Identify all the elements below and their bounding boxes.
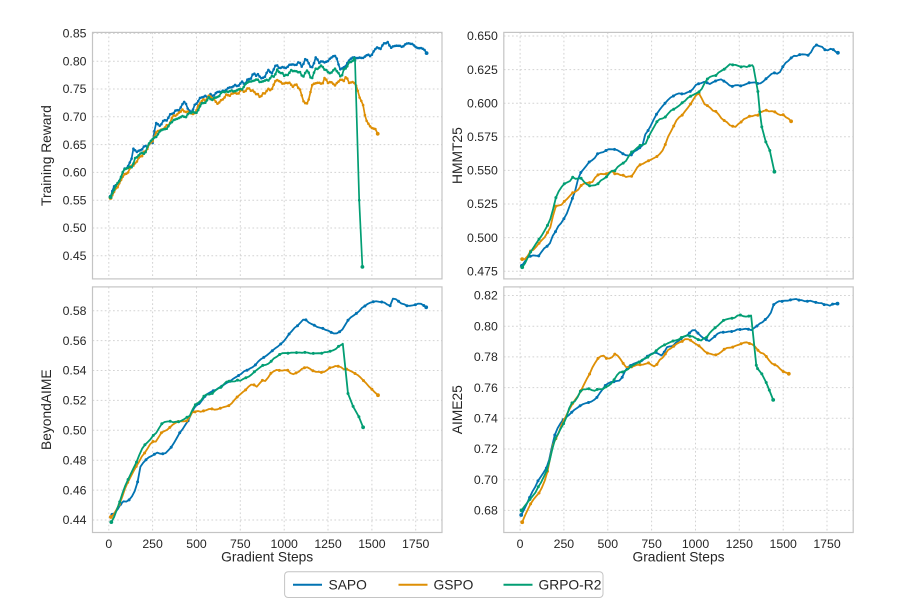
svg-text:Gradient Steps: Gradient Steps bbox=[632, 550, 724, 565]
svg-text:0.74: 0.74 bbox=[474, 412, 498, 426]
svg-text:0.46: 0.46 bbox=[63, 483, 87, 497]
svg-text:Training Reward: Training Reward bbox=[39, 105, 54, 206]
svg-text:1750: 1750 bbox=[813, 537, 841, 551]
svg-text:1000: 1000 bbox=[271, 537, 299, 551]
svg-text:0.58: 0.58 bbox=[63, 304, 87, 318]
svg-text:0.50: 0.50 bbox=[63, 221, 87, 235]
svg-text:0.600: 0.600 bbox=[467, 96, 498, 110]
svg-text:0.44: 0.44 bbox=[63, 513, 87, 527]
svg-text:0.650: 0.650 bbox=[467, 29, 498, 43]
svg-text:1500: 1500 bbox=[770, 537, 798, 551]
svg-text:0.550: 0.550 bbox=[467, 164, 498, 178]
svg-text:0.80: 0.80 bbox=[63, 54, 87, 68]
svg-text:500: 500 bbox=[186, 537, 207, 551]
svg-text:0.80: 0.80 bbox=[474, 319, 498, 333]
svg-text:0.525: 0.525 bbox=[467, 197, 498, 211]
svg-text:750: 750 bbox=[230, 537, 251, 551]
svg-text:1500: 1500 bbox=[358, 537, 386, 551]
svg-text:0.65: 0.65 bbox=[63, 138, 87, 152]
svg-text:0.48: 0.48 bbox=[63, 453, 87, 467]
svg-text:1250: 1250 bbox=[726, 537, 754, 551]
svg-text:0.575: 0.575 bbox=[467, 130, 498, 144]
svg-text:0.52: 0.52 bbox=[63, 394, 87, 408]
svg-text:HMMT25: HMMT25 bbox=[450, 127, 465, 184]
svg-text:1250: 1250 bbox=[314, 537, 342, 551]
svg-text:0.85: 0.85 bbox=[63, 27, 87, 41]
svg-text:0.72: 0.72 bbox=[474, 442, 498, 456]
svg-text:0.54: 0.54 bbox=[63, 364, 87, 378]
svg-text:0.76: 0.76 bbox=[474, 381, 498, 395]
svg-text:0.45: 0.45 bbox=[63, 249, 87, 263]
svg-text:250: 250 bbox=[142, 537, 163, 551]
svg-text:GRPO-R2: GRPO-R2 bbox=[539, 578, 602, 593]
svg-text:500: 500 bbox=[598, 537, 619, 551]
svg-text:0.56: 0.56 bbox=[63, 334, 87, 348]
svg-text:0.78: 0.78 bbox=[474, 350, 498, 364]
svg-text:0: 0 bbox=[517, 537, 524, 551]
svg-text:GSPO: GSPO bbox=[434, 578, 474, 593]
svg-text:AIME25: AIME25 bbox=[450, 385, 465, 434]
svg-text:0: 0 bbox=[105, 537, 112, 551]
svg-text:BeyondAIME: BeyondAIME bbox=[39, 369, 54, 450]
svg-text:0.625: 0.625 bbox=[467, 63, 498, 77]
svg-text:SAPO: SAPO bbox=[329, 578, 368, 593]
svg-text:Gradient Steps: Gradient Steps bbox=[221, 550, 313, 565]
svg-text:250: 250 bbox=[554, 537, 575, 551]
svg-text:0.75: 0.75 bbox=[63, 82, 87, 96]
svg-text:0.82: 0.82 bbox=[474, 289, 498, 303]
svg-text:1000: 1000 bbox=[682, 537, 710, 551]
svg-text:0.55: 0.55 bbox=[63, 193, 87, 207]
svg-text:0.500: 0.500 bbox=[467, 231, 498, 245]
svg-text:750: 750 bbox=[641, 537, 662, 551]
svg-text:1750: 1750 bbox=[402, 537, 430, 551]
svg-text:0.60: 0.60 bbox=[63, 166, 87, 180]
svg-text:0.70: 0.70 bbox=[474, 473, 498, 487]
svg-text:0.70: 0.70 bbox=[63, 110, 87, 124]
svg-text:0.475: 0.475 bbox=[467, 264, 498, 278]
svg-text:0.50: 0.50 bbox=[63, 424, 87, 438]
svg-text:0.68: 0.68 bbox=[474, 504, 498, 518]
